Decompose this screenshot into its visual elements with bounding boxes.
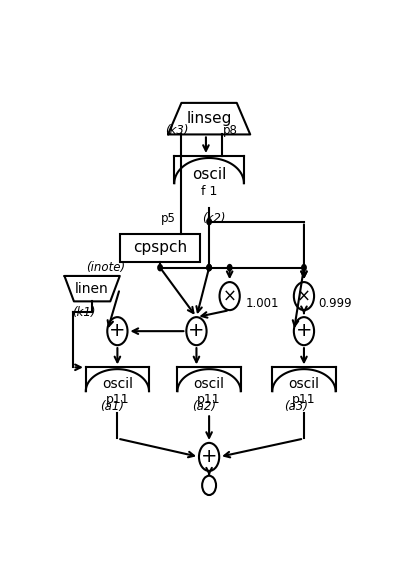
Text: ×: × xyxy=(297,287,311,305)
Circle shape xyxy=(302,265,306,271)
Text: oscil: oscil xyxy=(288,377,319,391)
Text: 0.999: 0.999 xyxy=(318,297,352,310)
Text: 1.001: 1.001 xyxy=(246,297,279,310)
Text: +: + xyxy=(296,321,312,340)
Text: p5: p5 xyxy=(161,212,176,225)
Text: linseg: linseg xyxy=(186,111,232,126)
Circle shape xyxy=(158,265,162,271)
Text: oscil: oscil xyxy=(102,377,133,391)
Text: cpspch: cpspch xyxy=(133,241,187,255)
Text: ×: × xyxy=(223,287,237,305)
Text: (a2): (a2) xyxy=(192,400,216,413)
Text: (k3): (k3) xyxy=(165,125,188,138)
Circle shape xyxy=(227,265,232,271)
Circle shape xyxy=(207,265,211,271)
Text: +: + xyxy=(188,321,205,340)
Text: (inote): (inote) xyxy=(86,261,125,274)
Circle shape xyxy=(207,218,211,225)
Text: p11: p11 xyxy=(106,393,129,406)
Circle shape xyxy=(207,265,211,271)
Text: (a1): (a1) xyxy=(100,400,124,413)
Text: oscil: oscil xyxy=(192,167,226,182)
Text: +: + xyxy=(201,447,217,465)
Text: (a3): (a3) xyxy=(284,400,308,413)
Text: p11: p11 xyxy=(197,393,221,406)
Text: (k2): (k2) xyxy=(202,212,226,225)
Text: linen: linen xyxy=(75,282,109,296)
Text: f 1: f 1 xyxy=(201,185,217,199)
Text: oscil: oscil xyxy=(194,377,224,391)
Text: (k1): (k1) xyxy=(73,306,96,319)
Text: +: + xyxy=(109,321,126,340)
Bar xyxy=(120,234,200,262)
Text: p11: p11 xyxy=(292,393,316,406)
Text: p8: p8 xyxy=(222,125,237,138)
